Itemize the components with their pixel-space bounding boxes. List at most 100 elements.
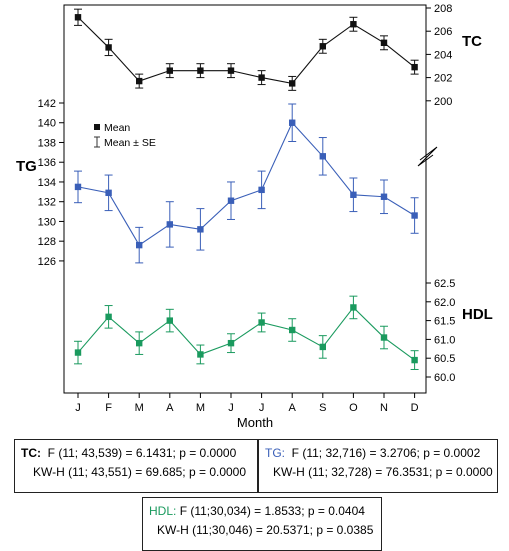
tc-point (166, 67, 173, 74)
tg-point (166, 221, 173, 228)
hdl-point (380, 334, 388, 341)
tc-f-row: TC: F (11; 43,539) = 6.1431; p = 0.0000 (21, 444, 251, 463)
legend-mean-label: Mean (104, 122, 130, 134)
tg-point (197, 226, 204, 233)
hdl-f-row: HDL: F (11;30,034) = 1.8533; p = 0.0404 (149, 502, 375, 521)
x-tick-label: N (380, 402, 388, 414)
tg-point (258, 186, 265, 194)
tg-point (227, 197, 235, 204)
x-tick-label: J (259, 402, 265, 414)
x-tick-label: A (166, 402, 174, 414)
tg-tick-label: 136 (38, 157, 56, 169)
series-layer (74, 8, 419, 370)
tc-tick-label: 200 (434, 96, 452, 108)
hdl-tick-label: 61.5 (434, 316, 455, 328)
hdl-point (289, 326, 296, 334)
tc-point (350, 21, 357, 28)
hdl-point (258, 319, 265, 326)
tc-series-line (77, 16, 415, 85)
hdl-tick-label: 62.5 (434, 278, 455, 290)
tc-point (380, 39, 388, 46)
hdl-point (227, 339, 235, 347)
tc-tick-label: 208 (434, 3, 452, 15)
tg-point (350, 191, 357, 198)
tc-point (197, 67, 204, 74)
tg-tick-label: 140 (38, 118, 56, 130)
legend-mean-marker (94, 124, 100, 130)
hdl-tick-label: 60.0 (434, 372, 455, 384)
tg-stats-box: TG: F (11; 32,716) = 3.2706; p = 0.0002 … (258, 439, 498, 493)
tc-point (319, 43, 326, 50)
x-axis-label: Month (237, 415, 273, 430)
tg-point (136, 241, 143, 249)
x-tick-label: M (135, 402, 144, 414)
tg-tick-label: 142 (38, 98, 56, 110)
tc-tick-label: 204 (434, 49, 452, 61)
tg-point (74, 183, 82, 191)
tc-point (74, 14, 82, 21)
tc-f-line: F (11; 43,539) = 6.1431; p = 0.0000 (47, 446, 237, 460)
x-tick-label: M (196, 402, 205, 414)
hdl-point (319, 343, 326, 351)
hdl-point (197, 351, 204, 358)
x-tick-label: D (411, 402, 419, 414)
hdl-point (105, 313, 112, 321)
hdl-tick-label: 61.0 (434, 334, 455, 346)
hdl-point (136, 339, 143, 347)
x-tick-label: J (228, 402, 234, 414)
axes-ticks: 126 128 130 132 134 136 138 140 142 200 202 204 206 2… (38, 3, 456, 414)
tc-point (289, 80, 296, 87)
tg-tick-label: 128 (38, 236, 56, 248)
tc-point (227, 67, 235, 74)
hdl-point (411, 356, 418, 364)
x-tick-label: F (105, 402, 112, 414)
tg-stats-label: TG: (265, 446, 285, 460)
tg-axis-label: TG (16, 158, 37, 175)
hdl-stats-label: HDL: (149, 504, 177, 518)
tg-tick-label: 132 (38, 197, 56, 209)
tg-f-line: F (11; 32,716) = 3.2706; p = 0.0002 (291, 446, 481, 460)
x-tick-label: J (75, 402, 81, 414)
hdl-tick-label: 60.5 (434, 353, 455, 365)
seasonal-lipid-chart: 126 128 130 132 134 136 138 140 142 200 202 204 206 2… (16, 3, 493, 430)
tg-tick-label: 138 (38, 137, 56, 149)
hdl-f-line: F (11;30,034) = 1.8533; p = 0.0404 (179, 504, 365, 518)
tg-tick-label: 134 (38, 177, 56, 189)
hdl-kw-line: KW-H (11;30,046) = 20.5371; p = 0.0385 (157, 523, 374, 537)
x-tick-label: O (349, 402, 358, 414)
axis-break-mark (417, 146, 438, 167)
tg-tick-label: 126 (38, 256, 56, 268)
tg-kw-line: KW-H (11; 32,728) = 76.3531; p = 0.0000 (273, 465, 493, 479)
legend: Mean Mean ± SE (94, 122, 156, 149)
hdl-point (74, 349, 82, 356)
tc-stats-box: TC: F (11; 43,539) = 6.1431; p = 0.0000 … (14, 439, 258, 493)
tc-point (258, 74, 265, 81)
plot-frame (63, 4, 427, 394)
tc-kw-line: KW-H (11; 43,551) = 69.685; p = 0.0000 (33, 465, 247, 479)
hdl-axis-label: HDL (462, 306, 493, 323)
tg-point (411, 212, 418, 219)
x-tick-label: A (289, 402, 297, 414)
x-tick-label: S (319, 402, 326, 414)
tg-point (319, 153, 326, 160)
hdl-point (350, 304, 357, 311)
legend-se-marker (94, 136, 100, 148)
tg-point (105, 189, 112, 197)
tc-axis-label: TC (462, 33, 482, 50)
tc-point (105, 44, 112, 51)
tg-series-line (77, 121, 415, 246)
tg-point (380, 193, 388, 200)
hdl-point (166, 317, 173, 324)
legend-se-label: Mean ± SE (104, 137, 156, 149)
hdl-series-line (77, 306, 415, 361)
hdl-tick-label: 62.0 (434, 297, 455, 309)
tc-point (411, 63, 418, 71)
tc-tick-label: 202 (434, 73, 452, 85)
tc-stats-label: TC: (21, 446, 41, 460)
hdl-stats-box: HDL: F (11;30,034) = 1.8533; p = 0.0404 … (142, 497, 382, 551)
tg-point (289, 119, 296, 126)
tc-tick-label: 206 (434, 26, 452, 38)
tg-tick-label: 130 (38, 216, 56, 228)
tg-f-row: TG: F (11; 32,716) = 3.2706; p = 0.0002 (265, 444, 491, 463)
tc-point (136, 77, 143, 85)
